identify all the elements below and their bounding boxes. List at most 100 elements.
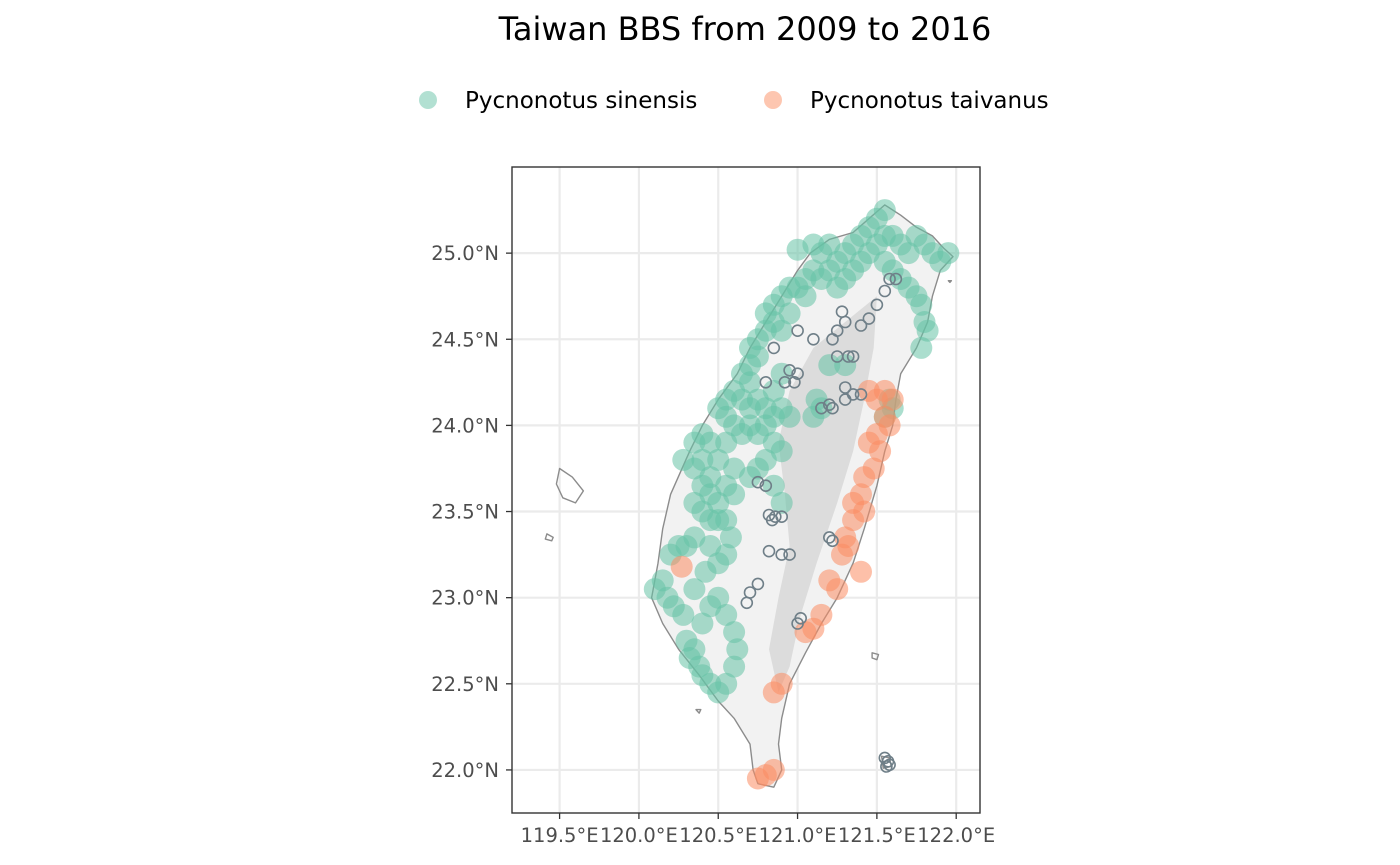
taivanus-point-28 [850,560,872,583]
sinensis-point-96 [873,199,896,222]
taivanus-point-19 [826,578,849,601]
survey-site-marker-44 [826,332,839,346]
survey-site-marker-11 [740,596,754,610]
penghu-south-islet [544,533,554,542]
sinensis-point-28 [719,526,742,549]
survey-site-marker-16 [788,375,801,389]
y-tick-label-0: 22.0°N [431,759,499,782]
sinensis-point-16 [723,655,746,678]
sinensis-point-47 [683,431,706,454]
x-tick-label-4: 121.5°E [838,824,916,847]
survey-site-marker-45 [767,341,781,355]
y-tick-label-1: 22.5°N [431,673,499,696]
y-tick-label-4: 24.0°N [431,414,499,437]
sinensis-point-18 [683,578,706,601]
sinensis-point-59 [739,466,761,489]
survey-site-marker-4 [751,475,765,489]
sinensis-point-1 [651,569,674,592]
chart-title: Taiwan BBS from 2009 to 2016 [498,10,992,48]
survey-points [643,199,960,790]
survey-site-marker-3 [765,513,779,527]
survey-site-marker-28 [883,272,896,286]
survey-site-marker-29 [889,272,903,286]
legend-key-taivanus [764,91,782,109]
survey-site-marker-31 [830,350,844,363]
survey-site-marker-20 [791,324,804,338]
x-tick-label-2: 120.5°E [679,824,757,847]
y-tick-label-6: 25.0°N [431,242,499,265]
survey-site-marker-46 [759,375,773,389]
legend: Pycnonotus sinensis Pycnonotus taivanus [419,88,1049,114]
survey-site-marker-25 [862,312,876,325]
sinensis-point-15 [715,672,738,695]
legend-label-sinensis: Pycnonotus sinensis [465,88,697,114]
survey-site-marker-21 [807,332,820,346]
taivanus-point-27 [762,758,785,781]
survey-site-marker-1 [768,510,782,524]
sinensis-point-132 [834,354,857,377]
legend-label-taivanus: Pycnonotus taivanus [810,88,1049,114]
taivanus-point-24 [762,681,785,704]
sinensis-point-131 [818,354,841,377]
sinensis-point-117 [910,293,933,316]
taivanus-point-22 [794,621,817,644]
sinensis-point-80 [770,319,793,342]
survey-site-marker-33 [838,381,852,394]
sinensis-point-48 [672,448,695,471]
x-tick-label-3: 121.0°E [759,824,837,847]
sinensis-point-23 [723,621,746,644]
y-tick-label-2: 23.0°N [431,587,499,610]
green-island [871,652,880,661]
sinensis-point-42 [723,483,746,506]
sinensis-point-71 [762,379,785,402]
survey-site-marker-17 [791,367,804,381]
survey-site-marker-35 [846,388,860,401]
survey-site-marker-38 [815,401,828,415]
taivanus-point-4 [881,388,904,411]
sinensis-point-130 [805,388,828,411]
sinensis-point-127 [770,362,793,385]
survey-site-marker-6 [775,548,789,561]
sinensis-point-119 [916,319,939,342]
x-tick-label-1: 120.0°E [600,824,678,847]
survey-site-marker-24 [854,319,868,332]
y-tick-label-3: 23.5°N [431,501,499,524]
sinensis-point-39 [691,448,714,471]
survey-site-marker-42 [883,758,896,772]
survey-site-marker-32 [846,350,860,363]
sinensis-point-29 [683,526,706,549]
survey-site-marker-8 [762,544,776,558]
sinensis-point-104 [937,242,960,265]
sinensis-point-34 [715,509,738,532]
survey-site-marker-27 [878,284,892,298]
sinensis-point-125 [794,285,817,308]
taivanus-point-0 [670,555,693,578]
survey-site-marker-26 [870,298,884,312]
taivanus-point-17 [831,543,853,566]
sinensis-point-123 [818,233,841,256]
survey-site-marker-47 [854,388,868,401]
taivanus-point-14 [842,509,865,532]
survey-site-marker-19 [778,375,792,389]
sinensis-point-44 [707,448,730,471]
x-tick-label-5: 122.0°E [917,824,995,847]
y-tick-label-5: 24.5°N [431,328,499,351]
sinensis-point-21 [707,586,730,609]
sinensis-point-137 [770,491,793,514]
penghu-islands [555,467,585,504]
sinensis-point-108 [873,224,896,247]
taivanus-point-29 [878,414,901,437]
survey-site-marker-9 [751,577,765,591]
survey-site-marker-5 [759,479,773,493]
survey-site-marker-14 [822,531,836,544]
central-mountain-shading [769,296,877,693]
survey-site-marker-7 [783,548,796,561]
legend-key-sinensis [419,91,437,109]
plot-panel-border [511,166,981,814]
sinensis-point-19 [691,612,714,635]
sinensis-point-17 [726,638,749,661]
taivanus-point-8 [869,440,892,463]
axes: 119.5°E 120.0°E 120.5°E 121.0°E 121.5°E 122.0… [431,242,995,847]
taivanus-point-10 [853,466,876,489]
